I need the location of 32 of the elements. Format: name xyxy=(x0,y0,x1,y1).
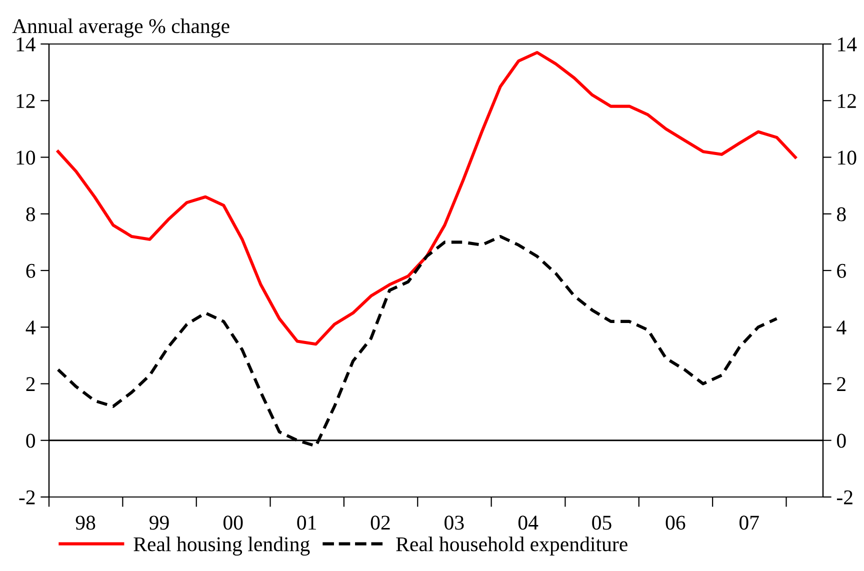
x-tick-label: 98 xyxy=(76,516,96,530)
y-tick-label: 14 xyxy=(16,37,36,52)
y2-tick-label: 12 xyxy=(838,94,856,108)
x-tick-label: 02 xyxy=(370,516,390,530)
x-tick-label: 03 xyxy=(444,516,464,530)
y2-tick-label: 14 xyxy=(838,37,857,52)
y2-tick-label: 2 xyxy=(837,377,846,391)
y-tick-label: 6 xyxy=(26,264,36,278)
y-tick-label: 12 xyxy=(16,94,35,108)
y2-tick-label: 8 xyxy=(836,207,846,222)
x-tick-label: 99 xyxy=(149,516,169,530)
y2-tick-label: -2 xyxy=(836,490,852,504)
y-tick-label: 4 xyxy=(26,320,36,334)
x-tick-label: 01 xyxy=(297,516,316,530)
y-tick-label: -2 xyxy=(19,490,35,504)
y2-tick-label: 0 xyxy=(836,434,846,448)
y-tick-label: 0 xyxy=(26,434,36,448)
x-tick-label: 06 xyxy=(666,516,686,530)
x-tick-label: 05 xyxy=(592,516,612,530)
y-tick-label: 2 xyxy=(26,377,35,391)
y2-tick-label: 10 xyxy=(838,150,856,165)
line-series xyxy=(56,50,797,346)
legend-label: Real housing lending xyxy=(134,536,310,556)
y-tick-label: 8 xyxy=(26,207,36,222)
y2-tick-label: 6 xyxy=(837,264,846,278)
y2-tick-label: 4 xyxy=(836,320,846,334)
legend-label: Real household expenditure xyxy=(396,536,628,556)
x-tick-label: 04 xyxy=(518,516,538,530)
y-axis-title: Annual average % change xyxy=(12,18,230,38)
x-tick-label: 00 xyxy=(223,516,243,530)
y-tick-label: 10 xyxy=(16,150,36,165)
x-tick-label: 07 xyxy=(739,516,759,530)
